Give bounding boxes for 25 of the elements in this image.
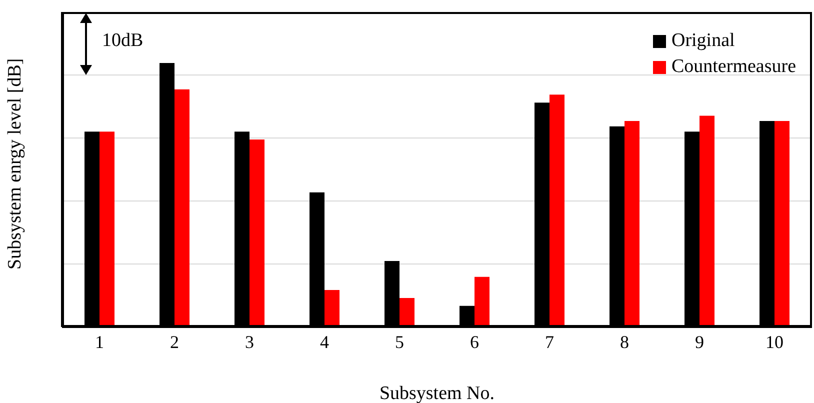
- y-axis-title: Subsystem enrgy level [dB]: [4, 58, 26, 270]
- x-tick-label: 2: [170, 332, 179, 352]
- bar: [700, 116, 714, 327]
- bar: [250, 140, 264, 327]
- x-tick-label: 5: [395, 332, 404, 352]
- bar: [324, 290, 340, 327]
- x-tick-label: 10: [766, 332, 784, 352]
- x-tick-label: 1: [95, 332, 104, 352]
- bar: [100, 132, 114, 327]
- bar: [624, 121, 640, 327]
- bar: [400, 298, 414, 327]
- x-tick-label: 4: [320, 332, 329, 352]
- text: 10dB: [102, 30, 144, 52]
- x-tick-label: 6: [470, 332, 479, 352]
- bar: [774, 121, 790, 327]
- x-tick-label: 8: [620, 332, 629, 352]
- x-tick-label: 7: [545, 332, 554, 352]
- bar: [550, 94, 564, 327]
- legend-label: Original: [671, 29, 735, 53]
- x-axis-title: Subsystem No.: [379, 383, 495, 403]
- legend-label: Countermeasure: [671, 55, 796, 79]
- bar: [474, 276, 490, 327]
- x-tick-label: 3: [245, 332, 254, 352]
- bar: [174, 89, 190, 327]
- x-tick-label: 9: [695, 332, 704, 352]
